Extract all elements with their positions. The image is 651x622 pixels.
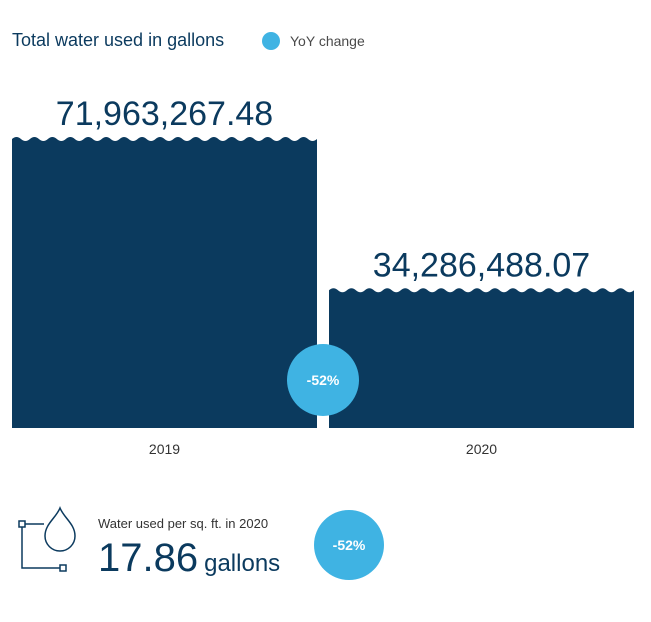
metric-change-badge: -52% xyxy=(314,510,384,580)
bar-2020 xyxy=(329,288,634,428)
yoy-change-label: -52% xyxy=(307,372,340,388)
value-label-2020: 34,286,488.07 xyxy=(373,246,590,284)
metric-value: 17.86 gallons xyxy=(98,536,280,581)
chart-title: Total water used in gallons xyxy=(12,30,225,50)
metric-caption: Water used per sq. ft. in 2020 xyxy=(98,516,269,531)
legend-label: YoY change xyxy=(290,33,365,49)
bar-chart: 71,963,267.48 2019 34,286,488.07 2020 -52% xyxy=(12,95,634,457)
yoy-change-badge xyxy=(287,344,359,416)
category-label-2019: 2019 xyxy=(149,441,180,457)
legend: YoY change xyxy=(262,32,365,50)
metric-unit: gallons xyxy=(204,550,281,577)
legend-swatch-icon xyxy=(262,32,280,50)
bar-2019 xyxy=(12,137,317,428)
metric-number: 17.86 xyxy=(98,536,199,580)
water-drop-icon xyxy=(18,505,76,572)
category-label-2020: 2020 xyxy=(466,441,497,457)
value-label-2019: 71,963,267.48 xyxy=(56,95,273,133)
